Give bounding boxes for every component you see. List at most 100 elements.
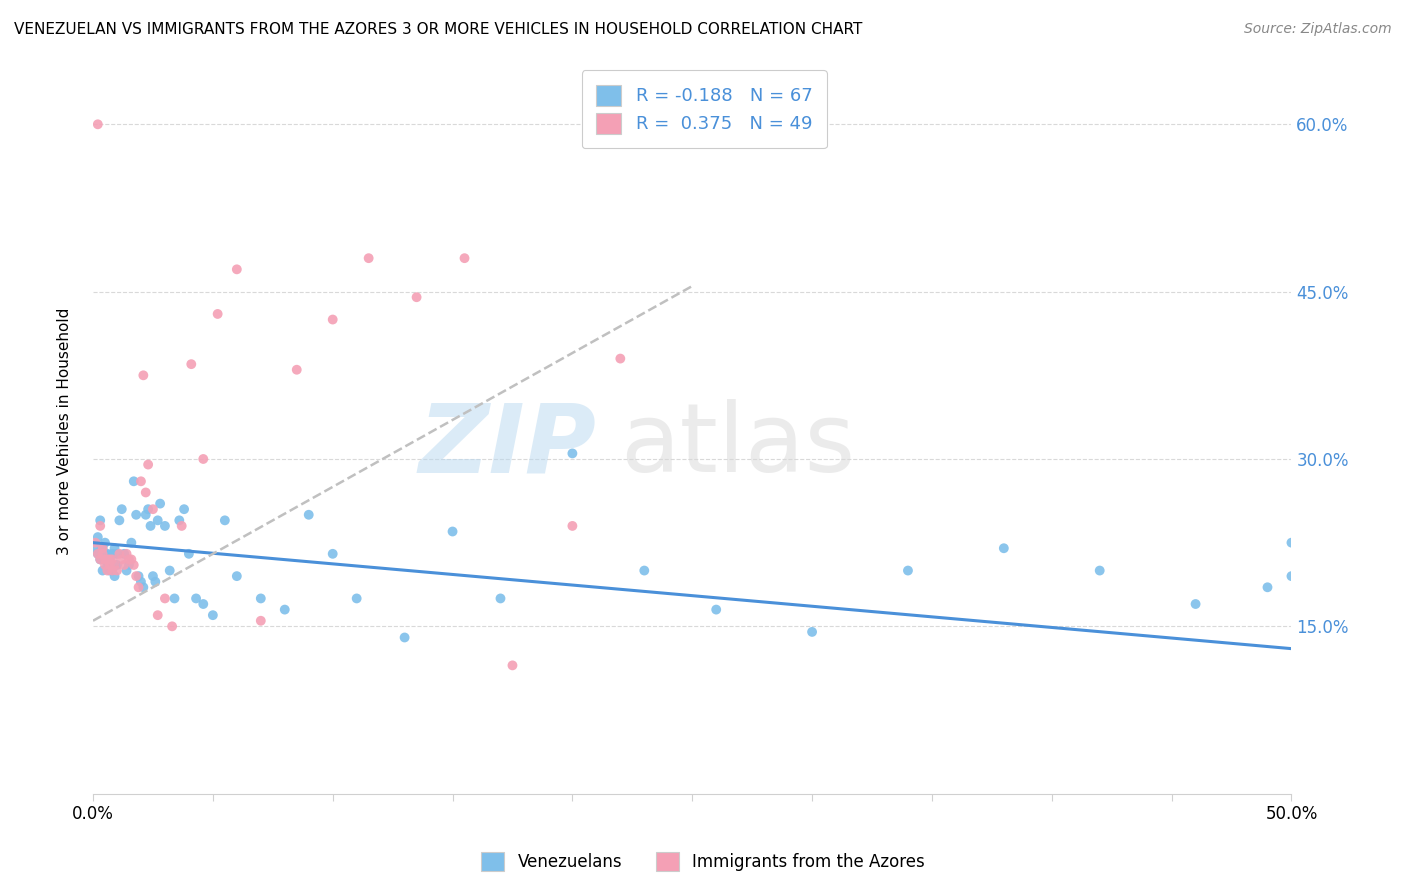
Point [561, 519, 583, 533]
Point [101, 564, 124, 578]
Point [322, 312, 344, 326]
Point [91, 541, 114, 556]
Point [173, 502, 195, 516]
Point [87, 547, 110, 561]
Point [193, 597, 215, 611]
Point [122, 558, 145, 572]
Point [101, 564, 124, 578]
Point [453, 251, 475, 265]
Point [98, 552, 121, 566]
Point [214, 513, 236, 527]
Point [1256, 580, 1278, 594]
Point [84, 541, 107, 556]
Point [91, 564, 114, 578]
Point [129, 574, 152, 589]
Y-axis label: 3 or more Vehicles in Household: 3 or more Vehicles in Household [58, 308, 72, 555]
Point [149, 497, 172, 511]
Point [897, 564, 920, 578]
Point [103, 541, 125, 556]
Point [87, 117, 110, 131]
Point [285, 363, 308, 377]
Point [96, 564, 118, 578]
Point [193, 452, 215, 467]
Point [143, 574, 166, 589]
Point [142, 569, 165, 583]
Point [112, 558, 135, 572]
Point [177, 547, 200, 561]
Point [170, 519, 193, 533]
Point [91, 547, 114, 561]
Point [135, 508, 157, 522]
Point [101, 547, 124, 561]
Point [1184, 597, 1206, 611]
Point [346, 591, 368, 606]
Point [87, 547, 110, 561]
Point [394, 631, 416, 645]
Point [84, 535, 107, 549]
Point [125, 569, 148, 583]
Point [129, 475, 152, 489]
Point [136, 458, 159, 472]
Text: Source: ZipAtlas.com: Source: ZipAtlas.com [1244, 22, 1392, 37]
Point [108, 547, 131, 561]
Point [98, 552, 121, 566]
Point [120, 535, 142, 549]
Point [118, 558, 141, 572]
Point [180, 357, 202, 371]
Legend: R = -0.188   N = 67, R =  0.375   N = 49: R = -0.188 N = 67, R = 0.375 N = 49 [582, 70, 827, 148]
Point [184, 591, 207, 606]
Point [169, 513, 191, 527]
Point [132, 580, 155, 594]
Point [94, 552, 117, 566]
Point [91, 541, 114, 556]
Point [94, 558, 117, 572]
Point [89, 552, 111, 566]
Point [108, 513, 131, 527]
Point [115, 547, 138, 561]
Point [87, 530, 110, 544]
Point [136, 502, 159, 516]
Point [96, 552, 118, 566]
Point [801, 624, 824, 639]
Text: ZIP: ZIP [419, 399, 596, 492]
Point [120, 552, 142, 566]
Point [111, 502, 134, 516]
Point [142, 502, 165, 516]
Point [489, 591, 512, 606]
Point [122, 475, 145, 489]
Point [322, 547, 344, 561]
Point [89, 513, 111, 527]
Point [94, 535, 117, 549]
Point [89, 552, 111, 566]
Point [633, 564, 655, 578]
Point [146, 608, 169, 623]
Point [115, 564, 138, 578]
Point [98, 564, 121, 578]
Point [993, 541, 1015, 556]
Text: atlas: atlas [620, 399, 855, 492]
Point [1088, 564, 1111, 578]
Text: VENEZUELAN VS IMMIGRANTS FROM THE AZORES 3 OR MORE VEHICLES IN HOUSEHOLD CORRELA: VENEZUELAN VS IMMIGRANTS FROM THE AZORES… [14, 22, 862, 37]
Point [249, 591, 271, 606]
Point [153, 519, 176, 533]
Point [111, 552, 134, 566]
Point [139, 519, 162, 533]
Point [101, 552, 124, 566]
Point [225, 569, 247, 583]
Point [561, 446, 583, 460]
Point [146, 513, 169, 527]
Point [207, 307, 229, 321]
Point [98, 558, 121, 572]
Point [96, 547, 118, 561]
Point [105, 564, 128, 578]
Point [132, 368, 155, 383]
Legend: Venezuelans, Immigrants from the Azores: Venezuelans, Immigrants from the Azores [472, 843, 934, 880]
Point [105, 547, 128, 561]
Point [501, 658, 523, 673]
Point [94, 547, 117, 561]
Point [89, 519, 111, 533]
Point [153, 591, 176, 606]
Point [298, 508, 321, 522]
Point [118, 552, 141, 566]
Point [112, 547, 135, 561]
